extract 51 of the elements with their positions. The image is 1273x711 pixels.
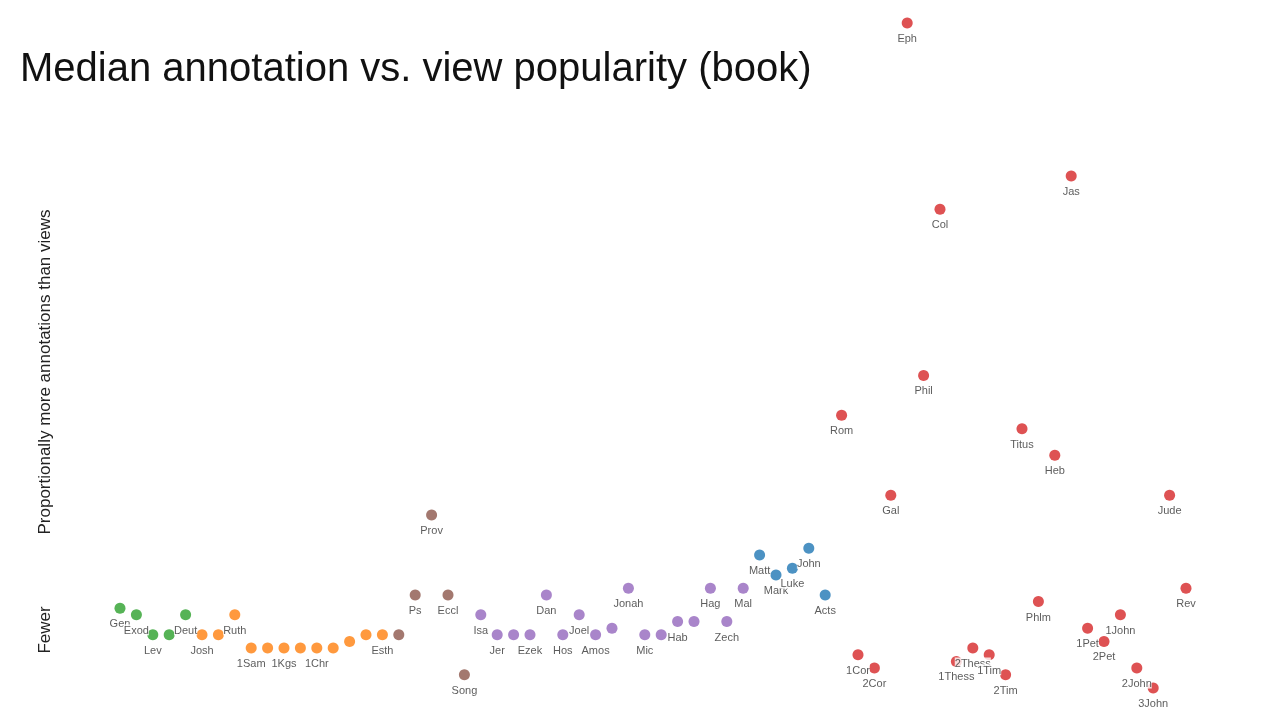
x-tick-label: Dan <box>536 603 557 616</box>
x-tick-label: 2Tim <box>993 683 1018 696</box>
x-tick-label: 1Thess <box>938 670 975 683</box>
x-tick-label: Zech <box>714 630 740 643</box>
x-tick-label: Titus <box>1010 437 1035 450</box>
x-tick-label: Esth <box>371 643 394 656</box>
x-tick-label: Rom <box>829 424 854 437</box>
x-tick-label: Acts <box>814 603 837 616</box>
x-tick-label: Ezek <box>517 643 543 656</box>
x-tick-label: Song <box>451 683 478 696</box>
x-tick-label: 1Kgs <box>271 657 298 670</box>
x-tick-label: Eccl <box>437 603 459 616</box>
x-tick-label: Jas <box>1062 184 1081 197</box>
x-tick-label: 2Cor <box>862 677 887 690</box>
x-tick-label: Joel <box>569 623 590 636</box>
x-tick-label: Hab <box>667 630 688 643</box>
x-tick-label: Ruth <box>223 623 247 636</box>
x-tick-label: Jer <box>489 643 506 656</box>
x-tick-label: 1Sam <box>236 657 266 670</box>
x-tick-label: Josh <box>190 643 214 656</box>
x-tick-label: Col <box>931 218 949 231</box>
x-tick-label: 2Pet <box>1092 650 1116 663</box>
x-tick-label: Mal <box>734 597 753 610</box>
x-tick-label: Matt <box>748 564 771 576</box>
x-tick-label: 2John <box>1121 677 1152 690</box>
x-tick-label: Deut <box>173 623 198 636</box>
x-tick-label: Mic <box>636 643 654 656</box>
y-axis-title: Proportionally more annotations than views <box>34 209 54 535</box>
x-tick-label: 1Cor <box>846 663 871 676</box>
text: Median annotation vs. view popularity (book) <box>20 45 812 89</box>
x-tick-label: 1John <box>1105 623 1136 636</box>
x-tick-label: Eph <box>897 32 917 44</box>
x-tick-label: Isa <box>473 623 490 636</box>
x-tick-label: 1Pet <box>1076 637 1099 650</box>
x-tick-label: 1Chr <box>304 657 330 670</box>
x-tick-label: John <box>796 557 821 570</box>
x-tick-label: Ps <box>408 603 423 616</box>
x-tick-label: Jude <box>1157 504 1182 517</box>
x-tick-label: Amos <box>581 643 611 656</box>
x-tick-label: Prov <box>420 524 444 537</box>
x-tick-label: Heb <box>1044 464 1065 477</box>
x-tick-label: Phil <box>914 384 933 397</box>
x-tick-label: Lev <box>143 643 163 656</box>
x-tick-label: Hag <box>700 597 721 610</box>
x-tick-label: Hos <box>553 643 574 656</box>
x-tick-label: Jonah <box>613 597 644 610</box>
x-tick-label: 3John <box>1138 697 1169 709</box>
text: Fewer <box>34 606 54 654</box>
x-tick-label: Rev <box>1176 597 1197 610</box>
x-tick-label: Gal <box>882 504 900 517</box>
x-tick-label: Phlm <box>1025 610 1051 623</box>
